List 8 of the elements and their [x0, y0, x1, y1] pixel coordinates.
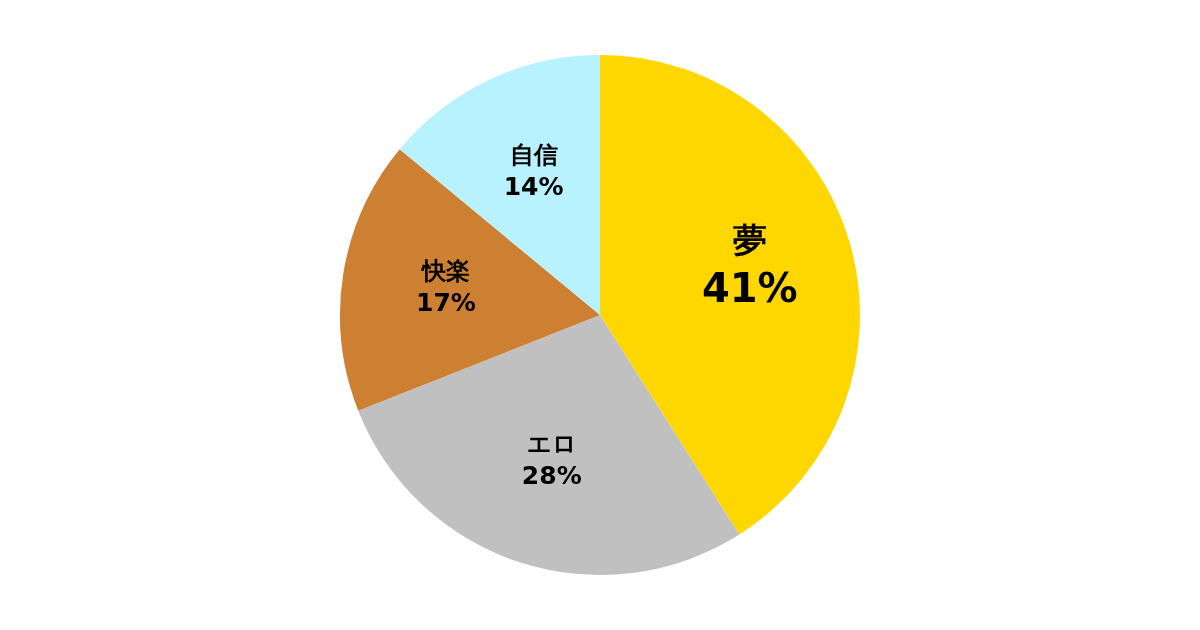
- slice-label: エロ: [526, 430, 577, 459]
- data-label: 14%: [503, 171, 564, 201]
- slice-label: 快楽: [419, 257, 470, 286]
- slice-label: 自信: [509, 140, 558, 169]
- data-label: 28%: [521, 461, 582, 491]
- data-label: 41%: [701, 265, 798, 312]
- slice-label: 夢: [732, 220, 767, 261]
- data-label: 17%: [416, 288, 476, 318]
